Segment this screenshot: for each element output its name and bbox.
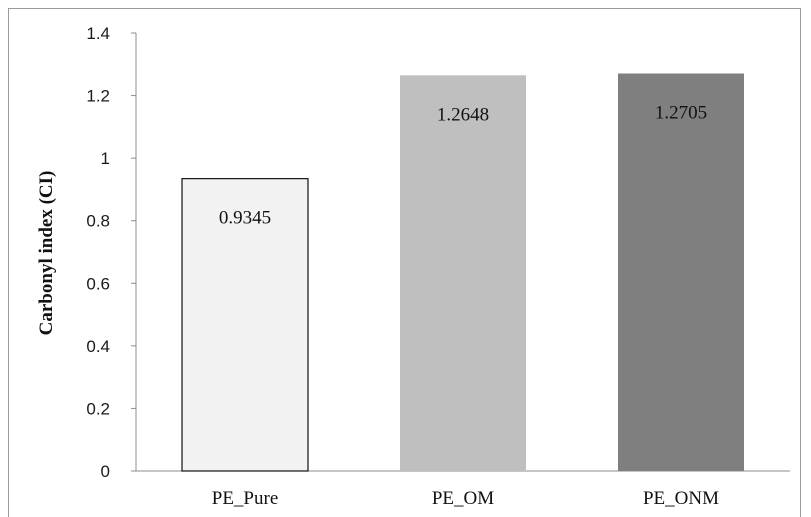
data-label: 1.2648 (437, 104, 489, 125)
y-tick-label: 0.8 (86, 212, 110, 231)
y-ticks: 0 0.2 0.4 0.6 0.8 1 1.2 1.4 (86, 24, 136, 481)
y-tick-label: 0.4 (86, 337, 110, 356)
y-tick-label: 0 (101, 462, 110, 481)
category-label: PE_ONM (643, 488, 719, 509)
data-labels: 0.9345 1.2648 1.2705 (219, 103, 707, 229)
bars (181, 73, 744, 472)
bar-pe-om (400, 75, 526, 472)
bar-pe-onm (618, 73, 744, 471)
y-axis-title: Carbonyl index (CI) (36, 171, 57, 336)
bar-pe-pure (181, 178, 309, 472)
y-tick-label: 1 (101, 149, 110, 168)
y-tick-label: 1.4 (86, 24, 110, 43)
category-label: PE_Pure (212, 488, 279, 509)
category-labels: PE_Pure PE_OM PE_ONM (212, 488, 719, 509)
y-tick-label: 1.2 (86, 87, 110, 106)
data-label: 0.9345 (219, 208, 271, 229)
y-tick-label: 0.2 (86, 399, 110, 418)
data-label: 1.2705 (655, 103, 707, 124)
y-tick-label: 0.6 (86, 274, 110, 293)
category-label: PE_OM (432, 488, 494, 509)
